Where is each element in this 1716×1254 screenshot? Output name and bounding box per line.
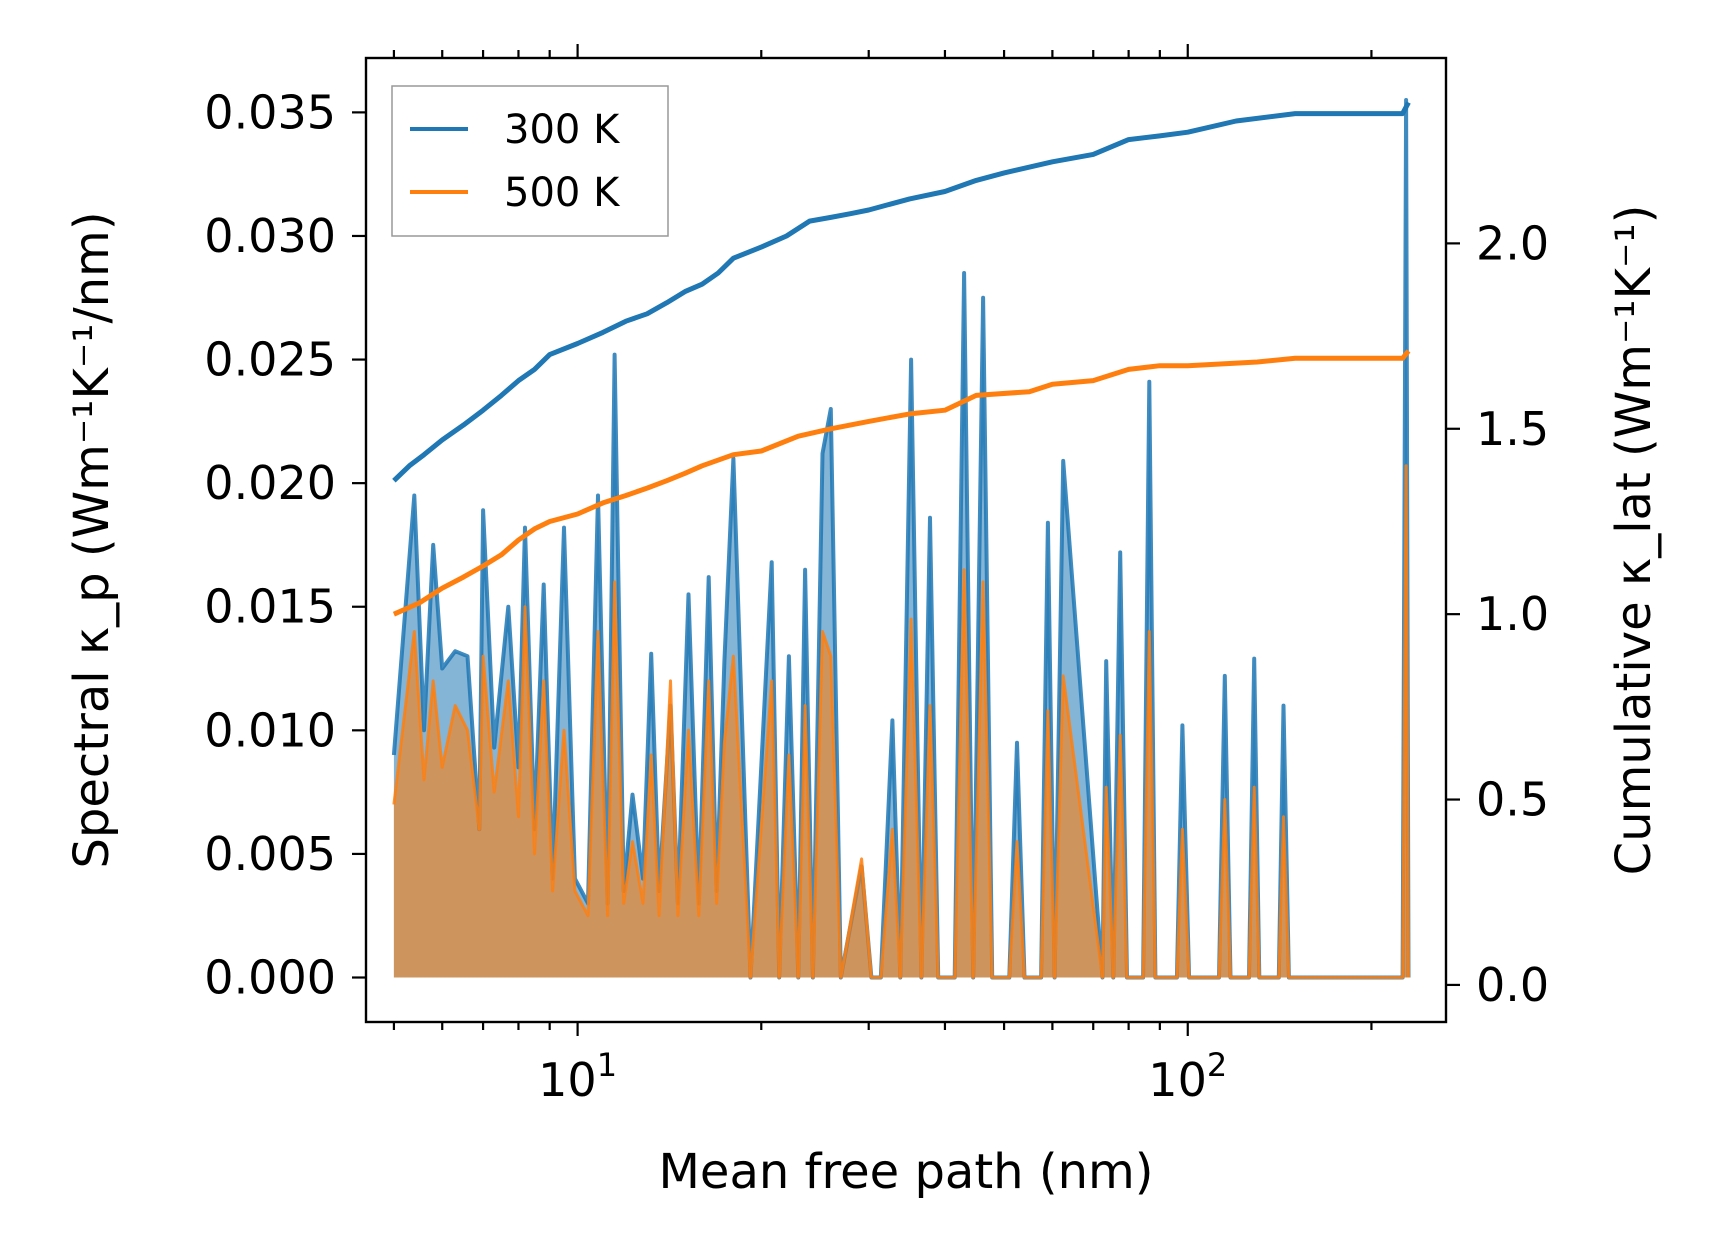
y-right-tick-labels: 0.0 0.5 1.0 1.5 2.0	[1476, 216, 1549, 1012]
y-left-tick-label: 0.000	[204, 951, 336, 1005]
y-left-tick-label: 0.015	[204, 580, 336, 634]
ticks-layer	[352, 44, 1460, 1036]
spectral-line-500k	[392, 464, 1410, 979]
x-tick-label-10: 101	[538, 1046, 617, 1107]
y-left-tick-labels: 0.000 0.005 0.010 0.015 0.020 0.025 0.03…	[204, 85, 336, 1004]
legend-label-300k: 300 K	[504, 107, 621, 153]
y-right-tick-label: 1.0	[1476, 587, 1549, 641]
legend-label-500k: 500 K	[504, 170, 621, 216]
y-left-tick-label: 0.030	[204, 209, 336, 263]
y-right-tick-label: 1.5	[1476, 402, 1549, 456]
y-left-tick-label: 0.005	[204, 827, 336, 881]
y-left-axis-label: Spectral κ_p (Wm⁻¹K⁻¹/nm)	[64, 211, 120, 868]
x-axis-label: Mean free path (nm)	[659, 1144, 1154, 1200]
legend: 300 K 500 K	[391, 85, 669, 237]
cumulative-line-500k	[392, 349, 1411, 617]
cumulative-line-300k	[392, 101, 1411, 483]
legend-box	[391, 85, 669, 237]
spectral-fill-500k	[393, 465, 1409, 978]
y-right-tick-label: 2.0	[1476, 216, 1549, 270]
y-left-tick-label: 0.035	[204, 85, 336, 139]
spectral-layer	[391, 98, 1411, 980]
y-left-tick-label: 0.025	[204, 333, 336, 387]
x-tick-label-100: 102	[1148, 1046, 1227, 1107]
y-right-tick-label: 0.0	[1476, 958, 1549, 1012]
plot-frame	[364, 56, 1448, 1024]
cumulative-layer	[392, 101, 1411, 617]
y-right-tick-label: 0.5	[1476, 773, 1549, 827]
y-left-tick-label: 0.020	[204, 456, 336, 510]
y-left-tick-label: 0.010	[204, 703, 336, 757]
y-right-axis-label: Cumulative κ_lat (Wm⁻¹K⁻¹)	[1606, 205, 1662, 876]
